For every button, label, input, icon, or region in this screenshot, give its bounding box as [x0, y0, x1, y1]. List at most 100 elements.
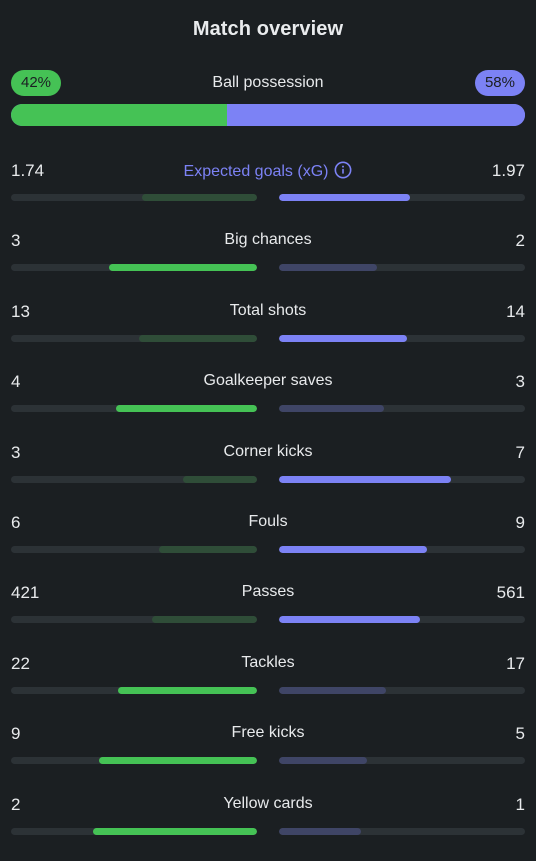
away-bar-fill: [279, 616, 420, 624]
away-bar-track: [279, 545, 525, 553]
away-value: 14: [506, 301, 525, 321]
stat-label: Fouls: [11, 513, 525, 531]
stat-row-free-kicks: 9 Free kicks 5: [11, 720, 525, 790]
home-value: 421: [11, 583, 40, 603]
home-value: 22: [11, 653, 30, 673]
away-bar-fill: [279, 194, 410, 201]
stats-list: 1.74 Expected goals (xG) 1.97 3 Big chances 2…: [11, 157, 525, 861]
stat-label-text: Expected goals (xG): [183, 163, 329, 180]
possession-bar: [11, 104, 525, 126]
home-bar-track: [11, 405, 257, 413]
ball-possession-label: Ball possession: [212, 74, 324, 91]
away-bar-track: [279, 686, 525, 694]
home-bar-track: [11, 264, 257, 272]
stat-label[interactable]: Expected goals (xG): [11, 161, 525, 181]
away-value: 7: [515, 442, 525, 462]
stat-row-expected-goals-xg: 1.74 Expected goals (xG) 1.97: [11, 157, 525, 227]
home-value: 3: [11, 231, 21, 251]
away-bar-fill: [279, 757, 367, 765]
away-value: 3: [515, 372, 525, 392]
home-value: 9: [11, 724, 21, 744]
away-value: 5: [515, 724, 525, 744]
home-bar-track: [11, 757, 257, 765]
stat-row-goalkeeper-saves: 4 Goalkeeper saves 3: [11, 368, 525, 438]
away-bar-track: [279, 405, 525, 413]
stat-label: Big chances: [11, 231, 525, 249]
away-bar-fill: [279, 475, 452, 483]
home-bar-fill: [98, 757, 257, 765]
stat-label-text: Goalkeeper saves: [203, 372, 333, 390]
away-value: 1: [515, 794, 525, 814]
home-value: 2: [11, 794, 21, 814]
stat-row-yellow-cards: 2 Yellow cards 1: [11, 791, 525, 861]
stat-label: Passes: [11, 583, 525, 601]
home-bar-fill: [158, 545, 257, 553]
stat-row-passes: 421 Passes 561: [11, 579, 525, 649]
home-bar-track: [11, 194, 257, 201]
home-bar-fill: [118, 686, 257, 694]
info-icon[interactable]: [334, 161, 352, 179]
stat-row-corner-kicks: 3 Corner kicks 7: [11, 439, 525, 509]
away-value: 561: [496, 583, 525, 603]
stat-label: Tackles: [11, 654, 525, 672]
home-value: 4: [11, 372, 21, 392]
home-bar-fill: [109, 264, 257, 272]
home-bar-fill: [151, 616, 257, 624]
away-bar-fill: [279, 405, 385, 413]
stat-row-big-chances: 3 Big chances 2: [11, 227, 525, 297]
away-bar-fill: [279, 827, 361, 835]
stat-row-tackles: 22 Tackles 17: [11, 650, 525, 720]
home-bar-track: [11, 616, 257, 624]
away-value: 1.97: [491, 161, 525, 180]
away-bar-fill: [279, 686, 387, 694]
stat-label-text: Free kicks: [231, 724, 305, 742]
home-bar-fill: [183, 475, 257, 483]
stat-label-text: Total shots: [229, 301, 307, 319]
away-bar-track: [279, 757, 525, 765]
home-value: 1.74: [11, 161, 45, 180]
home-bar-track: [11, 334, 257, 342]
away-bar-track: [279, 194, 525, 201]
home-possession-badge: 42%: [11, 70, 62, 96]
home-value: 3: [11, 442, 21, 462]
stat-label: Corner kicks: [11, 443, 525, 461]
home-value: 13: [11, 301, 30, 321]
stat-label-text: Tackles: [241, 653, 295, 671]
stat-label-text: Yellow cards: [223, 794, 313, 812]
home-bar-fill: [138, 334, 257, 342]
stat-label: Yellow cards: [11, 795, 525, 813]
home-bar-fill: [141, 194, 257, 201]
home-bar-track: [11, 686, 257, 694]
home-bar-track: [11, 545, 257, 553]
home-bar-fill: [93, 827, 257, 835]
stat-label: Total shots: [11, 302, 525, 320]
away-value: 2: [515, 231, 525, 251]
page-title: Match overview: [192, 18, 344, 40]
stat-row-total-shots: 13 Total shots 14: [11, 298, 525, 368]
away-bar-fill: [279, 334, 407, 342]
possession-home-fill: [11, 104, 227, 126]
away-bar-fill: [279, 545, 427, 553]
away-value: 9: [515, 512, 525, 532]
stat-label-text: Passes: [241, 583, 295, 601]
away-bar-fill: [279, 264, 378, 272]
stat-label-text: Fouls: [248, 512, 288, 530]
stat-label: Free kicks: [11, 724, 525, 742]
away-possession-badge: 58%: [474, 70, 525, 96]
stat-label-text: Big chances: [224, 231, 312, 249]
away-bar-track: [279, 475, 525, 483]
away-bar-track: [279, 827, 525, 835]
away-value: 17: [506, 653, 525, 673]
away-bar-track: [279, 616, 525, 624]
ball-possession-row: 42% Ball possession 58%: [11, 70, 525, 96]
possession-away-fill: [226, 104, 525, 126]
stat-label-text: Corner kicks: [223, 442, 313, 460]
away-bar-track: [279, 334, 525, 342]
away-bar-track: [279, 264, 525, 272]
stat-row-fouls: 6 Fouls 9: [11, 509, 525, 579]
stat-label: Goalkeeper saves: [11, 372, 525, 390]
home-bar-fill: [116, 405, 257, 413]
home-value: 6: [11, 512, 21, 532]
home-bar-track: [11, 475, 257, 483]
home-bar-track: [11, 827, 257, 835]
